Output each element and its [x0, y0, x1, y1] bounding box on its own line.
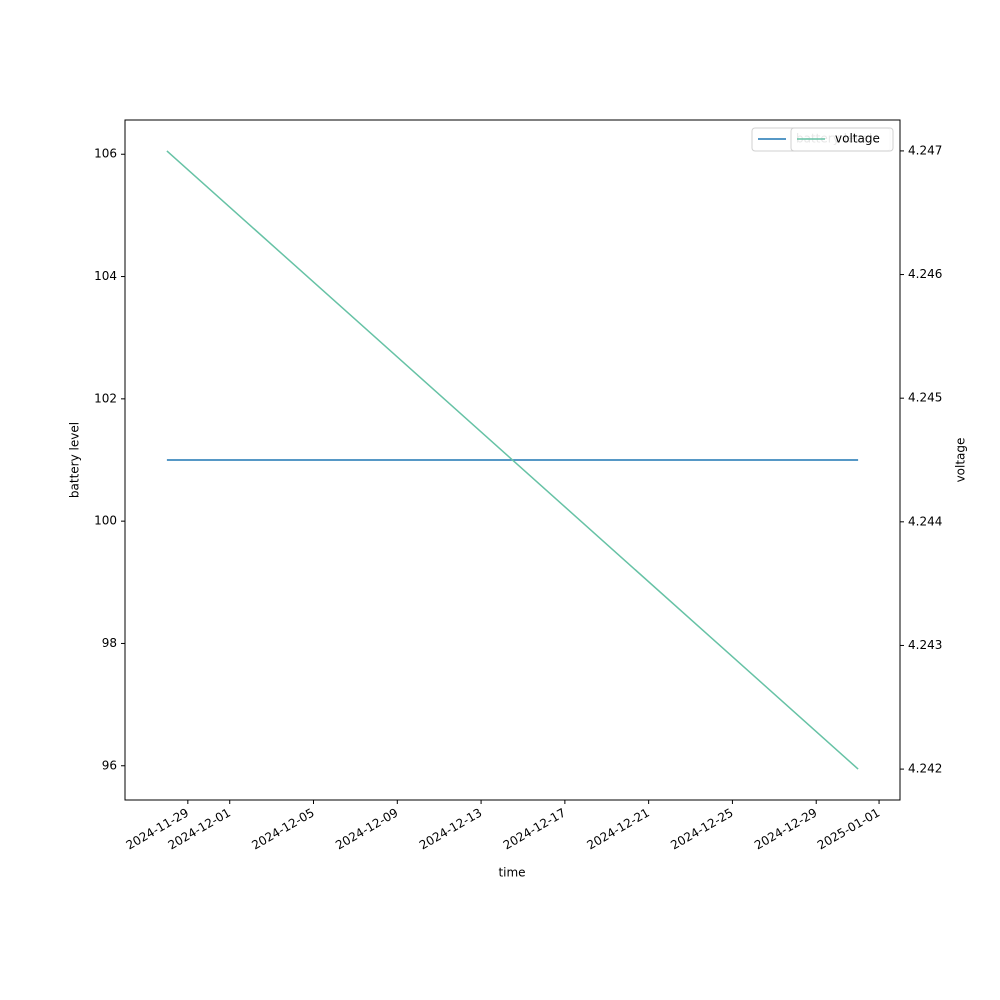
y2-tick-label: 4.242 — [908, 762, 942, 776]
x-tick-label: 2024-12-09 — [333, 806, 400, 853]
y-axis-label: battery level — [68, 422, 82, 498]
y2-tick-label: 4.244 — [908, 514, 942, 528]
x-tick-label: 2024-12-05 — [249, 806, 316, 853]
y2-tick-label: 4.243 — [908, 638, 942, 652]
x-tick-label: 2024-12-21 — [584, 806, 651, 853]
x-tick-label: 2025-01-01 — [815, 806, 882, 853]
y-tick-label: 98 — [102, 636, 117, 650]
x-tick-label: 2024-12-29 — [752, 806, 819, 853]
y2-axis-label: voltage — [954, 438, 968, 483]
x-axis-label: time — [498, 866, 525, 880]
legend: voltage — [790, 127, 894, 152]
y-tick-label: 100 — [94, 514, 117, 528]
x-tick-label: 2024-12-17 — [501, 806, 568, 853]
legend-label: voltage — [835, 132, 880, 146]
x-tick-label: 2024-12-13 — [417, 806, 484, 853]
plot-frame — [124, 119, 901, 801]
y2-tick-label: 4.247 — [908, 143, 942, 157]
y-tick-label: 96 — [102, 758, 117, 772]
x-tick-label: 2024-12-25 — [668, 806, 735, 853]
y2-tick-label: 4.246 — [908, 267, 942, 281]
y-tick-label: 104 — [94, 269, 117, 283]
y2-tick-label: 4.245 — [908, 391, 942, 405]
series-line — [166, 150, 859, 770]
y-tick-label: 102 — [94, 391, 117, 405]
y-tick-label: 106 — [94, 147, 117, 161]
legend-box — [790, 127, 894, 152]
